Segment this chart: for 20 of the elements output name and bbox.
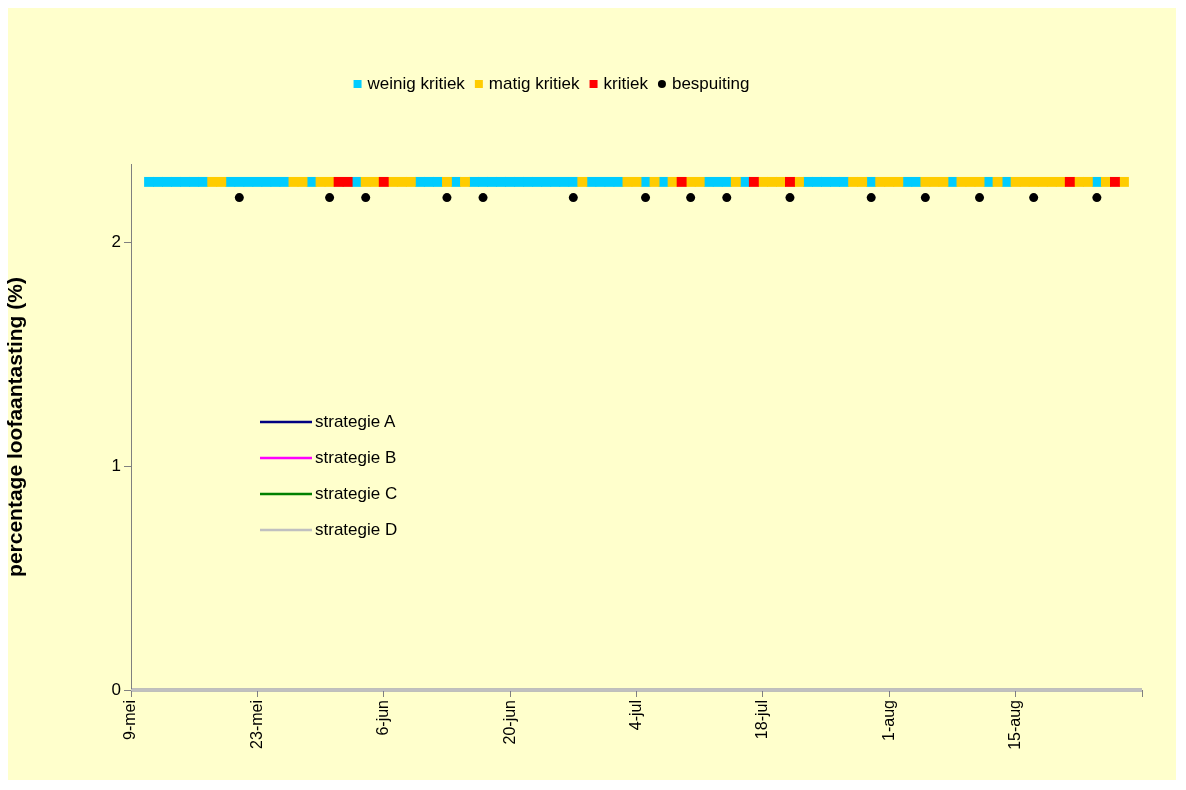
y-axis-title: percentage loofaantasting (%) <box>3 277 27 577</box>
legend-label: weinig kritiek <box>366 73 466 93</box>
x-tick-label: 20-jun <box>500 700 518 745</box>
y-tick-label: 1 <box>111 455 121 475</box>
x-tick-label: 23-mei <box>247 700 265 749</box>
x-tick-label: 6-jun <box>374 700 392 736</box>
legend-label: strategie A <box>315 411 396 431</box>
legend-label: matig kritiek <box>488 73 581 93</box>
x-tick-label: 4-jul <box>626 700 644 731</box>
y-tick-label: 2 <box>111 232 121 252</box>
legend-label: strategie B <box>315 447 397 467</box>
legend-label: bespuiting <box>671 73 750 93</box>
legend-label: strategie C <box>315 483 398 503</box>
x-tick-label: 18-jul <box>753 700 771 740</box>
x-tick-label: 1-aug <box>879 700 897 741</box>
legend-label: strategie D <box>315 519 398 539</box>
y-tick-label: 0 <box>111 679 121 699</box>
legend-label: kritiek <box>603 73 649 93</box>
x-tick-label: 15-aug <box>1006 700 1024 750</box>
x-tick-label: 9-mei <box>121 700 139 741</box>
